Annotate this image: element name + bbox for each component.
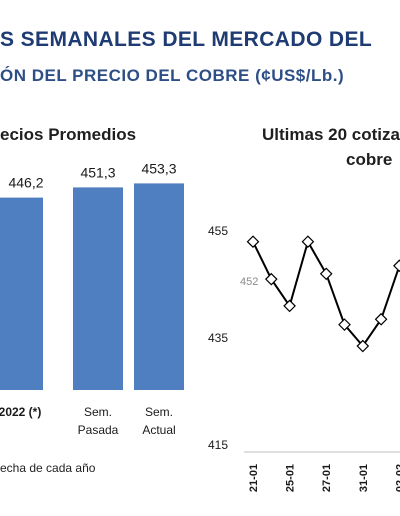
data-point-marker	[246, 235, 260, 249]
point-label: 452	[240, 276, 258, 288]
bar	[73, 187, 123, 390]
x-tick-label: 25-01	[285, 464, 297, 492]
category-label: 2022 (*)	[0, 405, 41, 419]
category-label: Sem.	[84, 405, 112, 419]
bar-value-label: 451,3	[80, 164, 115, 180]
category-label: Sem.	[145, 405, 173, 419]
x-tick-label: 21-01	[248, 464, 260, 492]
data-point-marker	[356, 339, 370, 353]
y-tick-label: 415	[208, 438, 228, 452]
bar-chart-title: ecios Promedios	[0, 125, 137, 144]
page-title: S SEMANALES DEL MERCADO DEL	[0, 28, 373, 51]
bar-chart: 446,2 2022 (*) 451,3 Sem. Pasada 453,3 Sem. Act…	[0, 160, 184, 437]
x-tick-label: 27-01	[321, 464, 333, 492]
category-label: Pasada	[78, 423, 119, 437]
line-chart-title-line2: cobre	[346, 150, 393, 169]
bar	[134, 183, 184, 390]
bar-value-label: 446,2	[8, 175, 43, 191]
data-point-marker	[319, 267, 333, 281]
data-point-marker	[374, 312, 388, 326]
data-point-marker	[301, 235, 315, 249]
data-point-marker	[393, 259, 400, 273]
y-tick-label: 455	[208, 224, 228, 238]
category-label: Actual	[142, 423, 175, 437]
bar-value-label: 453,3	[141, 160, 176, 176]
line-chart-title: Ultimas 20 cotizac	[262, 125, 400, 144]
page-subtitle: ÓN DEL PRECIO DEL COBRE (¢US$/Lb.)	[0, 66, 345, 85]
x-tick-label: 31-01	[358, 464, 370, 492]
data-point-marker	[338, 318, 351, 331]
data-point-marker	[264, 272, 278, 286]
series-line	[252, 239, 400, 348]
bar	[0, 197, 43, 390]
y-tick-label: 435	[208, 331, 228, 345]
footnote: echa de cada año	[0, 461, 96, 475]
data-point-marker	[283, 299, 296, 313]
x-tick-label: 02-02	[394, 464, 400, 492]
